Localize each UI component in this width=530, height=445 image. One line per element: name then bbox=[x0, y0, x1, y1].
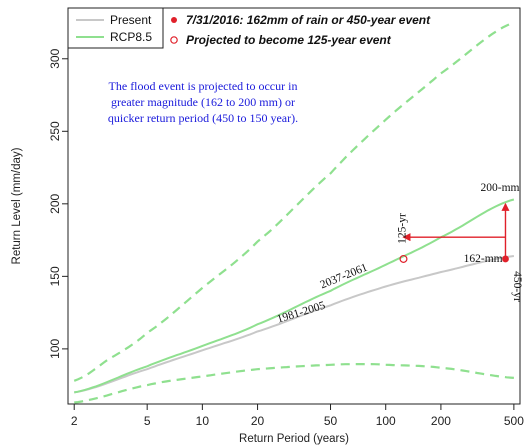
y-tick-label: 100 bbox=[48, 339, 62, 359]
legend-projected-event-label: Projected to become 125-year event bbox=[186, 33, 392, 47]
rcp8-5-upper-bound-line bbox=[73, 21, 515, 382]
y-tick-label: 250 bbox=[48, 121, 62, 141]
projection-note: The flood event is projected to occur in… bbox=[108, 79, 298, 125]
y-tick-label: 150 bbox=[48, 266, 62, 286]
event-arrows bbox=[402, 202, 510, 259]
x-tick-label: 500 bbox=[504, 414, 524, 428]
y-tick-label: 200 bbox=[48, 193, 62, 213]
x-tick-label: 100 bbox=[376, 414, 396, 428]
x-tick-label: 10 bbox=[196, 414, 210, 428]
legend: Present RCP8.5 7/31/2016: 162mm of rain … bbox=[67, 7, 431, 49]
legend-present-label: Present bbox=[110, 13, 152, 27]
x-tick-label: 200 bbox=[431, 414, 451, 428]
x-tick-label: 2 bbox=[71, 414, 78, 428]
legend-box bbox=[67, 7, 164, 49]
legend-projected-event-marker bbox=[170, 36, 178, 44]
legend-observed-event-label: 7/31/2016: 162mm of rain or 450-year eve… bbox=[186, 13, 431, 27]
observed-event-point bbox=[502, 255, 509, 263]
y-axis-ticks: 100 150 200 250 300 bbox=[48, 48, 68, 359]
x-tick-label: 5 bbox=[144, 414, 151, 428]
annotation-label: 162-mm bbox=[464, 253, 503, 265]
rcp8-5-line bbox=[74, 198, 515, 394]
note-line-3: quicker return period (450 to 150 year). bbox=[108, 111, 298, 125]
y-tick-label: 300 bbox=[48, 48, 62, 68]
x-axis-ticks: 2 5 10 20 50 100 200 500 bbox=[71, 404, 524, 428]
annotation-label: 125-yr bbox=[396, 213, 408, 244]
y-axis-title: Return Level (mm/day) bbox=[11, 147, 23, 264]
x-axis-title: Return Period (years) bbox=[239, 433, 349, 445]
rcp8-5-lower-bound-line bbox=[74, 363, 514, 404]
note-line-1: The flood event is projected to occur in bbox=[109, 79, 298, 93]
x-tick-label: 50 bbox=[324, 414, 338, 428]
projected-event-point bbox=[399, 254, 408, 263]
annotation-label: 200-mm bbox=[480, 182, 519, 194]
legend-observed-event-marker bbox=[171, 17, 177, 23]
legend-rcp85-label: RCP8.5 bbox=[110, 30, 152, 44]
x-tick-label: 20 bbox=[251, 414, 265, 428]
annotation-label: 450-yr bbox=[511, 271, 523, 302]
event-points bbox=[399, 254, 509, 263]
curve-annotations: 1981-20052037-2061125-yr200-mm162-mm450-… bbox=[276, 182, 523, 326]
note-line-2: greater magnitude (162 to 200 mm) or bbox=[111, 95, 295, 109]
present-line bbox=[74, 255, 515, 394]
plot-frame bbox=[67, 7, 521, 405]
